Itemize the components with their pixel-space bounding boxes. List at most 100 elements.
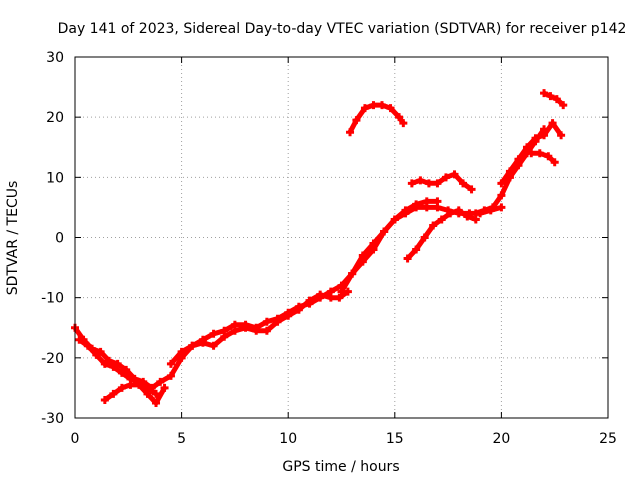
data-point	[177, 347, 186, 356]
x-tick-label: 5	[177, 431, 186, 447]
data-point	[540, 131, 549, 140]
data-point	[156, 377, 165, 386]
data-point	[96, 347, 105, 356]
data-point	[559, 101, 568, 110]
data-point	[395, 113, 404, 122]
data-point	[326, 293, 335, 302]
x-axis-label: GPS time / hours	[282, 459, 399, 475]
plot-frame	[74, 56, 609, 419]
data-point	[358, 257, 367, 266]
data-point	[273, 317, 282, 326]
series-track-k	[531, 150, 557, 165]
data-point	[480, 206, 489, 215]
x-tick-label: 25	[599, 431, 617, 447]
y-tick-label: -20	[41, 351, 64, 367]
data-point	[403, 254, 412, 263]
data-point	[454, 206, 463, 215]
data-point	[522, 143, 531, 152]
data-point	[557, 131, 566, 140]
data-point	[316, 290, 325, 299]
x-tick-label: 15	[386, 431, 404, 447]
data-point	[369, 245, 378, 254]
data-point	[497, 179, 506, 188]
data-point	[505, 167, 514, 176]
data-point	[109, 362, 118, 371]
data-point	[550, 158, 559, 167]
data-point	[450, 170, 459, 179]
series-track-e	[339, 198, 438, 293]
data-point	[433, 197, 442, 206]
y-tick-label: 20	[46, 110, 64, 126]
data-point	[83, 341, 92, 350]
y-axis-label: SDTVAR / TECUs	[5, 181, 21, 296]
data-point	[335, 293, 344, 302]
data-point	[160, 383, 169, 392]
data-point	[527, 149, 536, 158]
data-point	[497, 191, 506, 200]
data-point	[305, 296, 314, 305]
data-point	[380, 227, 389, 236]
data-point	[422, 197, 431, 206]
data-point	[100, 395, 109, 404]
data-point	[126, 380, 135, 389]
data-point	[337, 287, 346, 296]
data-point	[424, 179, 433, 188]
x-tick-label: 0	[71, 431, 80, 447]
data-point	[540, 89, 549, 98]
x-tick-label: 20	[492, 431, 510, 447]
data-point	[166, 371, 175, 380]
data-point	[360, 104, 369, 113]
data-point	[152, 398, 161, 407]
data-layer	[71, 89, 568, 407]
data-point	[399, 119, 408, 128]
data-point	[407, 179, 416, 188]
y-tick-label: 0	[55, 231, 64, 247]
grid-layer	[75, 57, 608, 418]
data-point	[416, 176, 425, 185]
data-point	[143, 389, 152, 398]
chart-title: Day 141 of 2023, Sidereal Day-to-day VTE…	[58, 21, 627, 37]
data-point	[252, 326, 261, 335]
data-point	[488, 203, 497, 212]
data-point	[188, 341, 197, 350]
data-point	[294, 305, 303, 314]
data-point	[241, 323, 250, 332]
data-point	[220, 332, 229, 341]
data-point	[437, 215, 446, 224]
data-point	[369, 101, 378, 110]
data-point	[117, 383, 126, 392]
y-tick-label: -10	[41, 291, 64, 307]
data-point	[75, 335, 84, 344]
data-point	[262, 326, 271, 335]
data-point	[109, 389, 118, 398]
data-point	[552, 95, 561, 104]
y-tick-label: 30	[46, 50, 64, 66]
x-tick-label: 10	[279, 431, 297, 447]
data-point	[459, 179, 468, 188]
data-point	[420, 233, 429, 242]
data-point	[230, 326, 239, 335]
data-point	[548, 119, 557, 128]
data-point	[471, 209, 480, 218]
y-tick-label: -30	[41, 411, 64, 427]
data-point	[412, 245, 421, 254]
data-point	[262, 317, 271, 326]
data-point	[348, 269, 357, 278]
data-point	[209, 341, 218, 350]
data-point	[122, 365, 131, 374]
data-point	[386, 104, 395, 113]
data-point	[166, 359, 175, 368]
data-point	[390, 215, 399, 224]
data-point	[113, 359, 122, 368]
data-point	[198, 338, 207, 347]
data-point	[134, 380, 143, 389]
data-point	[467, 185, 476, 194]
data-point	[378, 101, 387, 110]
data-point	[535, 149, 544, 158]
data-point	[441, 173, 450, 182]
data-point	[546, 92, 555, 101]
data-point	[446, 209, 455, 218]
data-point	[429, 221, 438, 230]
